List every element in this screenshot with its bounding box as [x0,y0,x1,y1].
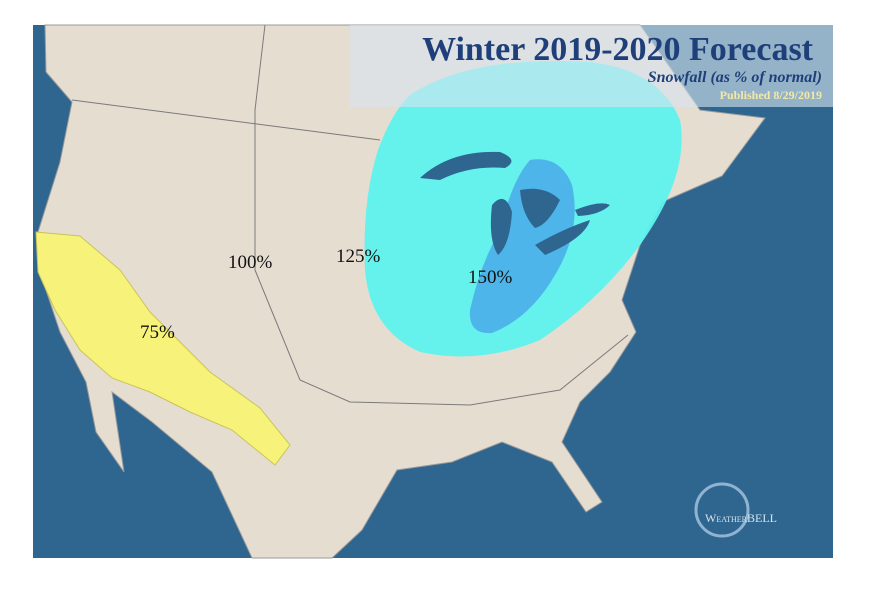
borders [71,24,629,406]
region-label: 75% [140,322,175,343]
region-label: 150% [468,267,513,288]
logo: WeatherBELL [705,511,777,525]
great-lakes [420,151,610,255]
published: Published 8/29/2019 [720,88,822,102]
snow-75 [35,231,291,466]
region-label: 100% [228,252,273,273]
title-box [350,25,833,107]
title: Winter 2019-2020 Forecast [422,31,814,68]
subtitle: Snowfall (as % of normal) [648,69,822,86]
region-label: 125% [336,246,381,267]
logo-swirl [694,482,750,538]
